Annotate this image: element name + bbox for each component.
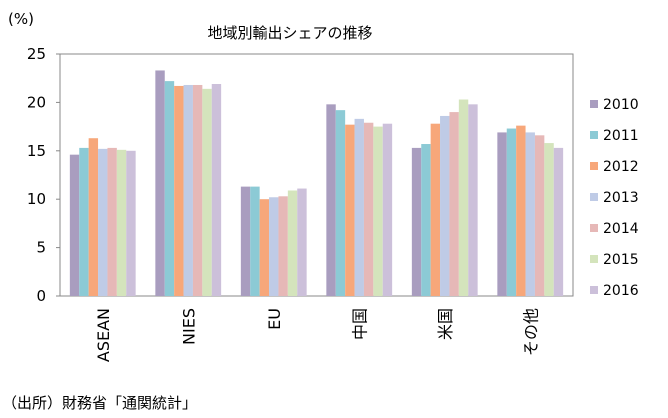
y-tick-label: 5 [36,239,46,257]
bar [525,132,535,296]
plot-area [59,53,574,297]
chart-title: 地域別輸出シェアの推移 [207,24,372,42]
y-tick-label: 0 [36,287,46,305]
x-category-label: 米国 [436,308,455,340]
bar [192,84,203,296]
legend-label: 2013 [603,190,639,206]
bar [269,197,279,296]
bar [363,122,374,296]
bar [107,147,117,296]
bar [458,99,469,296]
bar [155,70,165,297]
legend-label: 2016 [603,283,639,299]
bar [497,132,507,296]
bar [259,199,270,296]
bar [79,147,89,296]
bar [250,186,260,296]
legend-label: 2015 [603,252,639,268]
bar [421,144,431,296]
bar [411,147,422,296]
legend: 2010 2011 2012 2013 2014 2015 2016 [590,97,639,299]
bar [164,81,175,296]
bar [449,112,459,296]
bar [202,88,212,297]
y-tick-label: 10 [27,190,46,208]
legend-label: 2010 [603,97,639,113]
bar [69,154,80,296]
bar [430,123,441,296]
bar [174,85,184,296]
bar [88,138,99,296]
x-category-label: 中国 [350,308,369,340]
y-axis-ticks: 0 5 10 15 20 25 [27,45,60,305]
x-axis-labels: ASEAN NIES EU 中国 米国 その他 [94,308,541,362]
bar [468,104,478,296]
bar [506,128,517,296]
y-axis-unit-label: (%) [8,10,34,28]
bar [98,148,108,296]
x-category-label: NIES [179,308,198,345]
bar [345,124,355,296]
y-tick-label: 20 [27,93,46,111]
legend-swatch [590,286,598,294]
bar [373,126,383,296]
legend-label: 2011 [603,128,639,144]
bars [69,70,564,297]
bar [287,190,298,296]
legend-swatch [590,193,598,201]
bar [240,186,251,296]
bar [534,135,545,296]
bar [516,125,526,297]
legend-swatch [590,162,598,170]
legend-label: 2012 [603,159,639,175]
legend-swatch [590,100,598,108]
bar [354,118,364,296]
source-note: （出所）財務省「通関統計」 [2,394,197,412]
bar [126,150,136,296]
bar [183,84,193,296]
bar [297,188,307,296]
legend-swatch [590,131,598,139]
bar [382,123,393,296]
bar [440,115,450,297]
bar [326,104,336,296]
legend-swatch [590,224,598,232]
bar [553,147,564,296]
x-category-label: その他 [521,308,540,356]
y-tick-label: 25 [27,45,46,63]
bar [544,143,554,296]
x-category-label: EU [265,308,284,330]
bar [211,84,222,297]
legend-label: 2014 [603,221,639,237]
legend-swatch [590,255,598,263]
bar [278,196,288,296]
bar [335,110,346,296]
bar [116,149,127,296]
x-category-label: ASEAN [94,308,113,362]
y-tick-label: 15 [27,142,46,160]
